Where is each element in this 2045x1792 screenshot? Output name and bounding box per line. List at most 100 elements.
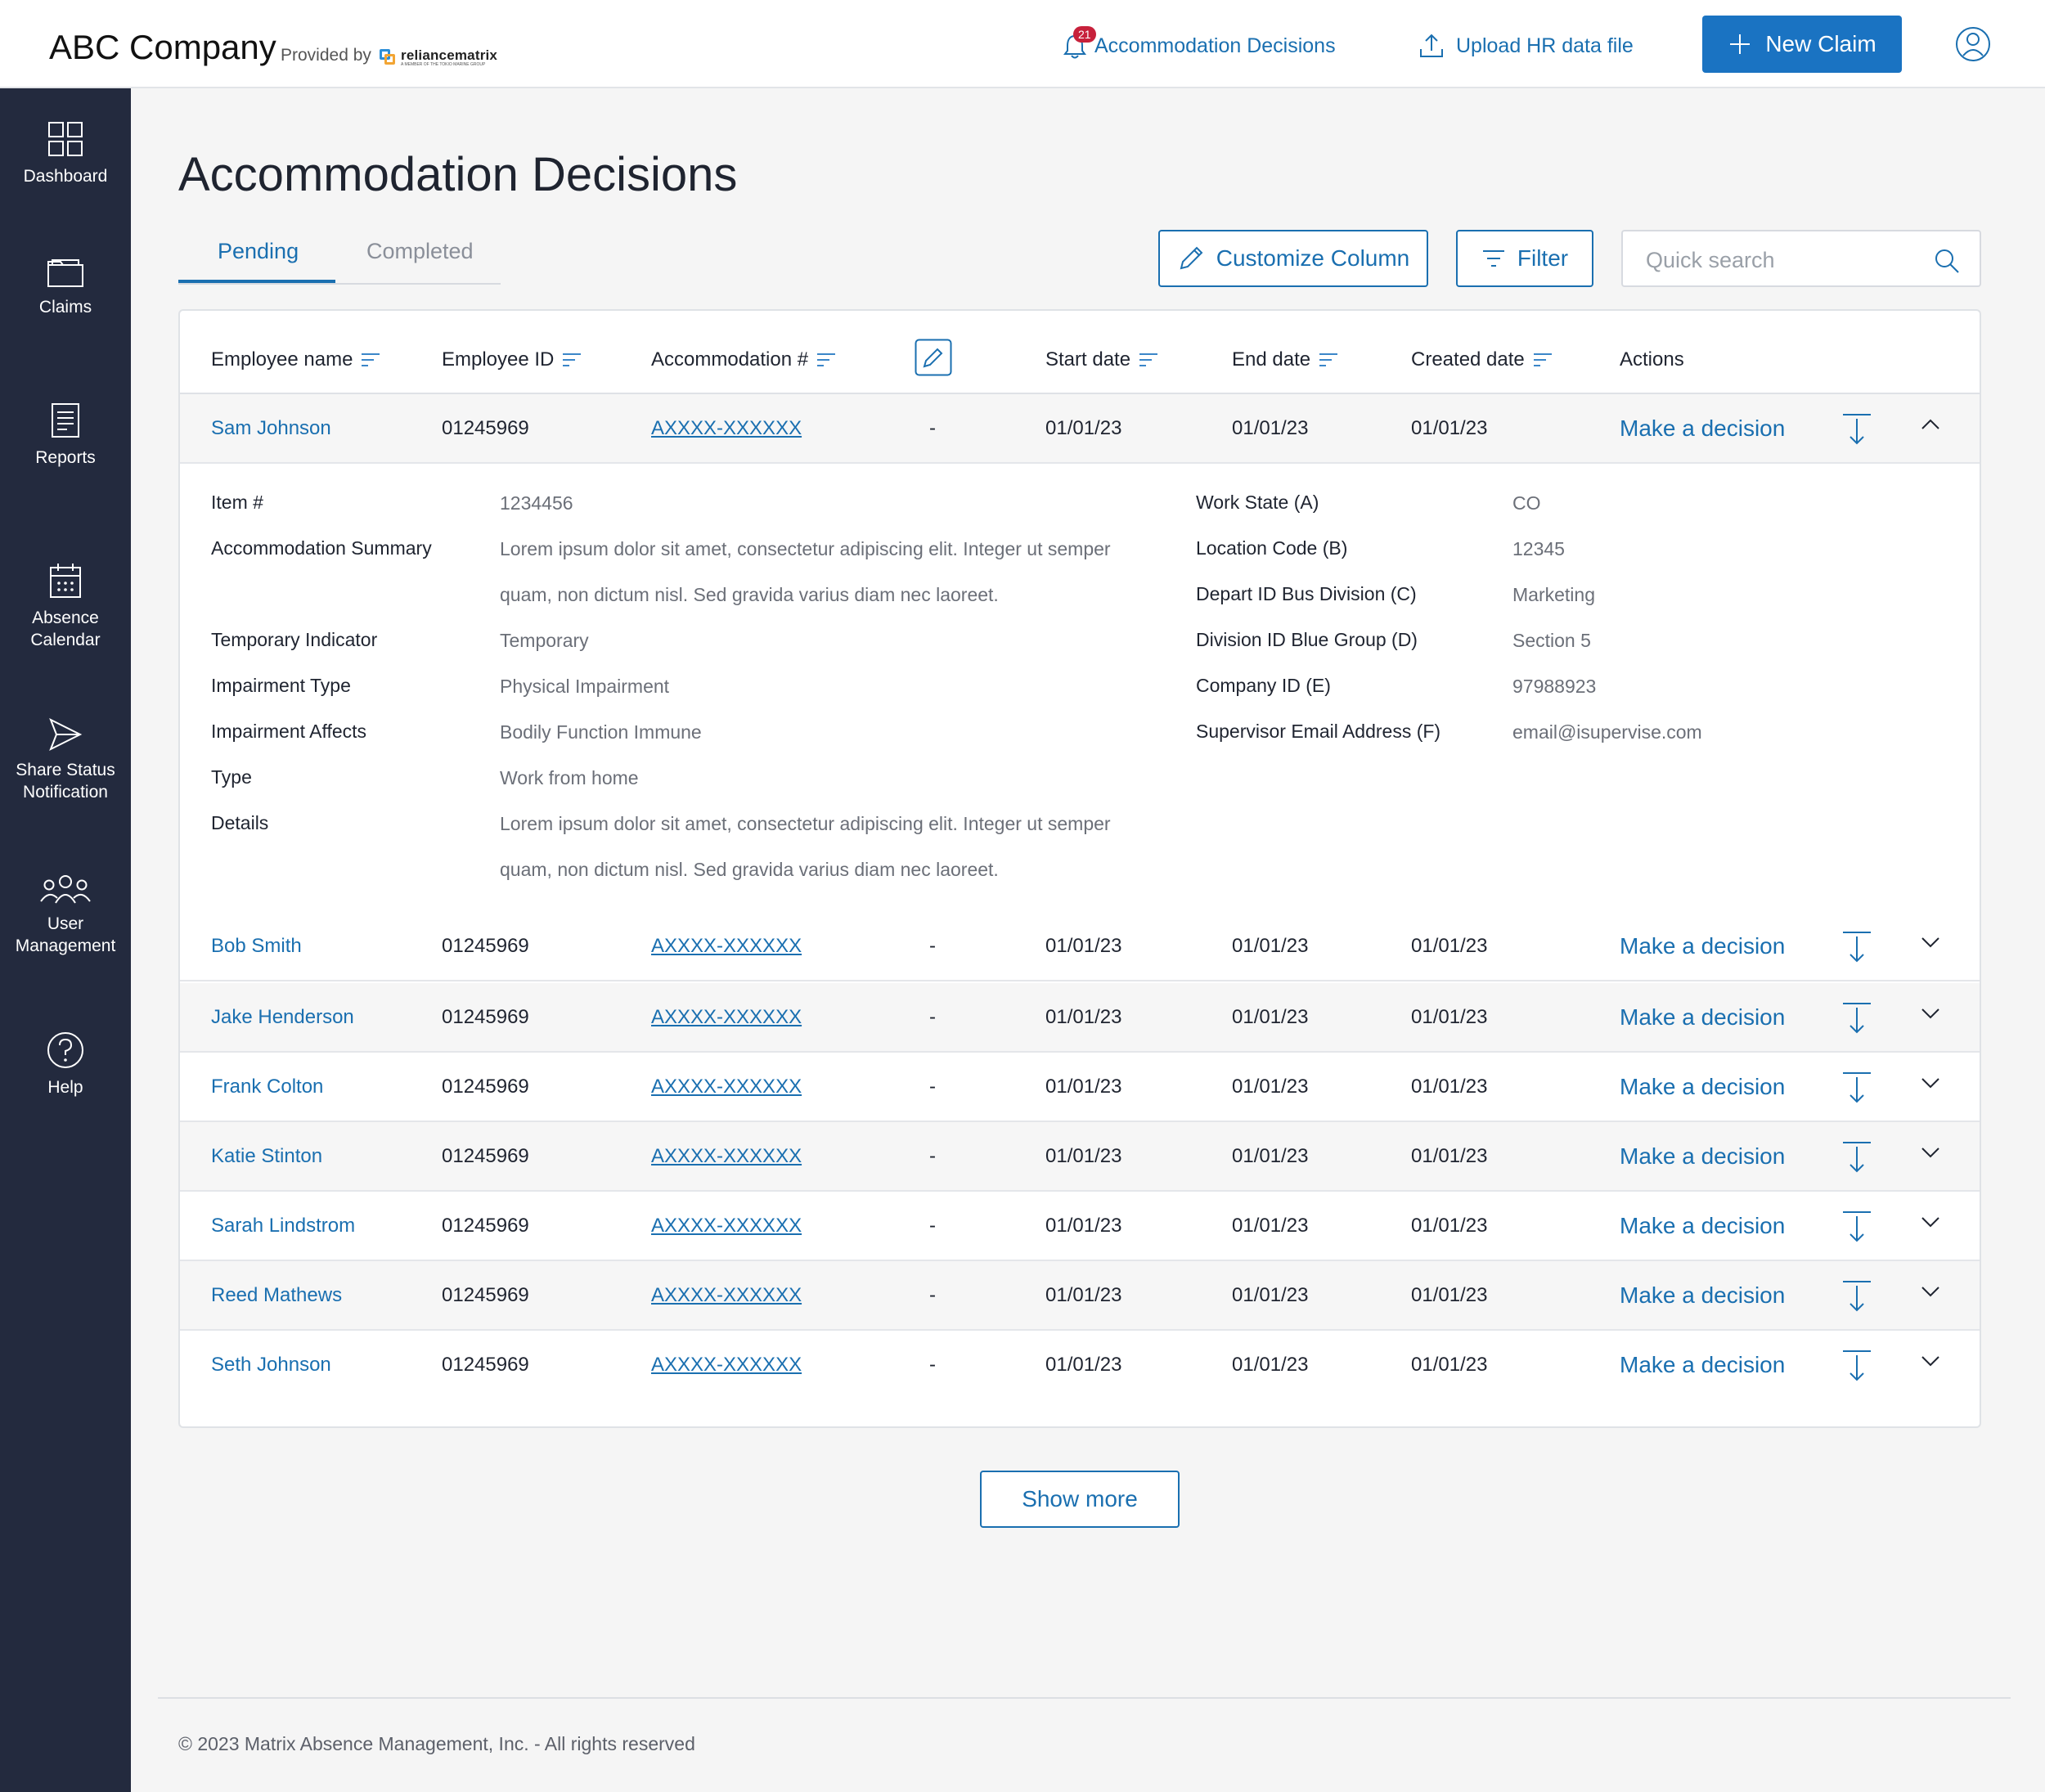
custom-column-value: - (929, 935, 936, 957)
chevron-down-icon[interactable] (1921, 1286, 1940, 1297)
company-name: ABC Company (49, 28, 276, 66)
accommodation-decisions-link[interactable]: 21 Accommodation Decisions (1060, 26, 1336, 61)
custom-column-value: - (929, 1076, 936, 1098)
created-date: 01/01/23 (1411, 1354, 1488, 1376)
detail-label: Temporary Indicator (211, 629, 378, 650)
download-icon[interactable] (1840, 1140, 1873, 1174)
accommodation-link[interactable]: AXXXX-XXXXXX (651, 1076, 802, 1098)
edit-column-icon[interactable] (915, 339, 952, 376)
make-decision-link[interactable]: Make a decision (1620, 1282, 1786, 1308)
make-decision-link[interactable]: Make a decision (1620, 933, 1786, 959)
table-row[interactable]: Sam Johnson 01245969 AXXXX-XXXXXX - 01/0… (180, 394, 1980, 464)
send-icon (49, 717, 83, 752)
filter-button[interactable]: Filter (1456, 230, 1593, 287)
accommodation-link[interactable]: AXXXX-XXXXXX (651, 1284, 802, 1306)
make-decision-link[interactable]: Make a decision (1620, 1213, 1786, 1238)
table-row[interactable]: Jake Henderson 01245969 AXXXX-XXXXXX - 01/01… (180, 983, 1980, 1053)
end-date: 01/01/23 (1232, 1284, 1309, 1306)
chevron-down-icon[interactable] (1921, 1077, 1940, 1089)
download-icon[interactable] (1840, 930, 1873, 964)
employee-name-link[interactable]: Jake Henderson (211, 1006, 354, 1028)
search-icon[interactable] (1934, 248, 1960, 274)
upload-hr-file-link[interactable]: Upload HR data file (1417, 31, 1634, 61)
chevron-down-icon[interactable] (1921, 1216, 1940, 1228)
sort-icon (1533, 353, 1552, 366)
accommodation-link[interactable]: AXXXX-XXXXXX (651, 1006, 802, 1028)
custom-column-value: - (929, 1006, 936, 1028)
employee-name-link[interactable]: Reed Mathews (211, 1284, 343, 1306)
end-date: 01/01/23 (1232, 1354, 1309, 1376)
end-date: 01/01/23 (1232, 1145, 1309, 1167)
accommodation-link[interactable]: AXXXX-XXXXXX (651, 1215, 802, 1237)
detail-label: Supervisor Email Address (F) (1196, 721, 1441, 742)
chevron-down-icon[interactable] (1921, 1355, 1940, 1367)
header-start-date[interactable]: Start date (1045, 348, 1158, 371)
download-icon[interactable] (1840, 412, 1873, 447)
make-decision-link[interactable]: Make a decision (1620, 415, 1786, 441)
download-icon[interactable] (1840, 1349, 1873, 1383)
employee-name-link[interactable]: Sam Johnson (211, 417, 331, 439)
show-more-button[interactable]: Show more (980, 1471, 1180, 1528)
sidebar-item-reports[interactable]: Reports (0, 401, 131, 469)
tab-pending[interactable]: Pending (218, 239, 299, 263)
sort-icon (362, 353, 380, 366)
download-icon[interactable] (1840, 1001, 1873, 1035)
download-icon[interactable] (1840, 1210, 1873, 1244)
table-row[interactable]: Frank Colton 01245969 AXXXX-XXXXXX - 01/01/2… (180, 1053, 1980, 1122)
created-date: 01/01/23 (1411, 1145, 1488, 1167)
sidebar-item-absence-calendar[interactable]: Absence Calendar (0, 561, 131, 651)
tab-completed[interactable]: Completed (366, 239, 474, 263)
top-bar: ABC Company Provided by reliancematrix A… (0, 0, 2045, 88)
download-icon[interactable] (1840, 1071, 1873, 1105)
download-icon[interactable] (1840, 1279, 1873, 1314)
chevron-down-icon[interactable] (1921, 1008, 1940, 1019)
accommodation-link[interactable]: AXXXX-XXXXXX (651, 417, 802, 439)
search-input[interactable] (1644, 243, 1926, 277)
accommodation-link[interactable]: AXXXX-XXXXXX (651, 935, 802, 957)
user-profile-icon[interactable] (1955, 26, 1991, 62)
accommodation-link[interactable]: AXXXX-XXXXXX (651, 1145, 802, 1167)
make-decision-link[interactable]: Make a decision (1620, 1143, 1786, 1169)
detail-label: Depart ID Bus Division (C) (1196, 583, 1417, 604)
table-row[interactable]: Reed Mathews 01245969 AXXXX-XXXXXX - 01/01/2… (180, 1261, 1980, 1331)
detail-label: Impairment Affects (211, 721, 367, 742)
header-employee-name[interactable]: Employee name (211, 348, 380, 371)
chevron-down-icon[interactable] (1921, 1147, 1940, 1158)
sidebar-label-absence-calendar: Absence Calendar (30, 609, 101, 649)
new-claim-button[interactable]: New Claim (1702, 16, 1902, 73)
table-row[interactable]: Katie Stinton 01245969 AXXXX-XXXXXX - 01/01/… (180, 1122, 1980, 1192)
header-employee-id[interactable]: Employee ID (442, 348, 582, 371)
sidebar: Dashboard Claims Reports Absence Calenda… (0, 88, 131, 1792)
customize-column-button[interactable]: Customize Column (1158, 230, 1428, 287)
chevron-down-icon[interactable] (1921, 936, 1940, 948)
accommodation-link[interactable]: AXXXX-XXXXXX (651, 1354, 802, 1376)
detail-label: Division ID Blue Group (D) (1196, 629, 1418, 650)
table-row[interactable]: Seth Johnson 01245969 AXXXX-XXXXXX - 01/01/2… (180, 1331, 1980, 1400)
created-date: 01/01/23 (1411, 1215, 1488, 1237)
footer-copyright: © 2023 Matrix Absence Management, Inc. -… (178, 1733, 695, 1754)
employee-name-link[interactable]: Seth Johnson (211, 1354, 331, 1376)
employee-name-link[interactable]: Katie Stinton (211, 1145, 323, 1167)
sidebar-item-dashboard[interactable]: Dashboard (0, 119, 131, 187)
sidebar-item-help[interactable]: Help (0, 1031, 131, 1098)
make-decision-link[interactable]: Make a decision (1620, 1004, 1786, 1030)
sidebar-item-user-management[interactable]: User Management (0, 874, 131, 957)
sidebar-item-claims[interactable]: Claims (0, 257, 131, 318)
make-decision-link[interactable]: Make a decision (1620, 1074, 1786, 1099)
header-created-date[interactable]: Created date (1411, 348, 1553, 371)
chevron-up-icon[interactable] (1921, 419, 1940, 430)
make-decision-link[interactable]: Make a decision (1620, 1352, 1786, 1377)
employee-name-link[interactable]: Bob Smith (211, 935, 302, 957)
start-date: 01/01/23 (1045, 1076, 1122, 1098)
sidebar-item-share-status[interactable]: Share Status Notification (0, 716, 131, 803)
employee-id: 01245969 (442, 1006, 529, 1028)
header-accommodation-number[interactable]: Accommodation # (651, 348, 836, 371)
header-end-date[interactable]: End date (1232, 348, 1338, 371)
filter-icon (1482, 250, 1504, 267)
table-row[interactable]: Sarah Lindstrom 01245969 AXXXX-XXXXXX - 01/0… (180, 1192, 1980, 1261)
employee-name-link[interactable]: Frank Colton (211, 1076, 324, 1098)
employee-name-link[interactable]: Sarah Lindstrom (211, 1215, 356, 1237)
detail-label: Work State (A) (1196, 492, 1319, 513)
document-icon (52, 403, 79, 438)
table-row[interactable]: Bob Smith 01245969 AXXXX-XXXXXX - 01/01/23 01… (180, 912, 1980, 981)
